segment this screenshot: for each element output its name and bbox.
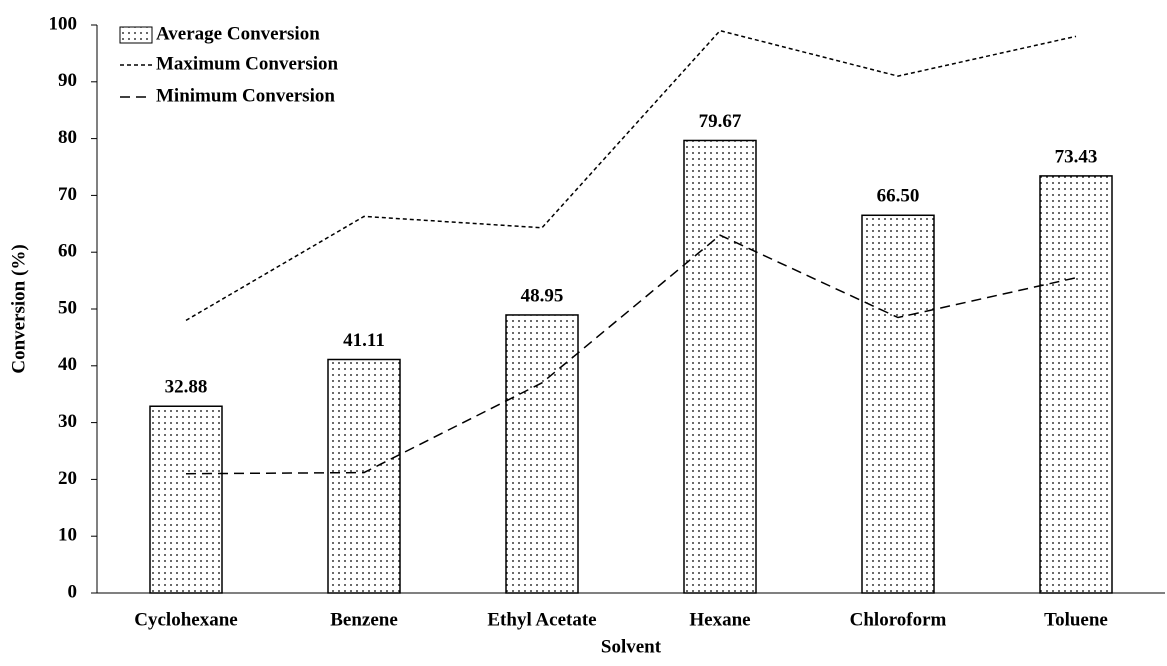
x-axis-label: Solvent	[601, 636, 662, 657]
x-tick-label: Chloroform	[850, 609, 947, 630]
line	[185, 29, 1077, 322]
legend-label: Average Conversion	[156, 23, 320, 44]
line	[185, 234, 1077, 475]
y-tick-label: 10	[58, 525, 77, 546]
data-label: 73.43	[1055, 146, 1098, 167]
x-tick-label: Benzene	[330, 609, 398, 630]
y-tick-label: 0	[68, 581, 78, 602]
y-tick-label: 20	[58, 468, 77, 489]
legend-swatch	[119, 26, 153, 44]
y-tick-label: 40	[58, 354, 77, 375]
bar	[861, 214, 935, 594]
x-tick-label: Toluene	[1044, 609, 1108, 630]
bar	[327, 358, 401, 594]
legend-label: Maximum Conversion	[156, 53, 339, 74]
bar	[505, 314, 579, 594]
y-tick-label: 60	[58, 241, 77, 262]
data-label: 48.95	[521, 285, 564, 306]
y-tick-label: 90	[58, 70, 77, 91]
bar	[149, 405, 223, 594]
y-tick-label: 80	[58, 127, 77, 148]
y-axis-label: Conversion (%)	[8, 244, 29, 373]
y-tick-label: 100	[49, 13, 78, 34]
legend-label: Minimum Conversion	[156, 85, 335, 106]
data-label: 32.88	[165, 377, 208, 398]
data-label: 79.67	[699, 111, 742, 132]
bar	[1039, 175, 1113, 594]
x-tick-label: Hexane	[689, 609, 750, 630]
data-label: 66.50	[877, 186, 920, 207]
bar	[683, 139, 757, 594]
x-tick-label: Ethyl Acetate	[487, 609, 596, 630]
y-tick-label: 70	[58, 184, 77, 205]
data-label: 41.11	[343, 330, 385, 351]
x-tick-label: Cyclohexane	[134, 609, 237, 630]
y-tick-label: 30	[58, 411, 77, 432]
y-tick-label: 50	[58, 297, 77, 318]
